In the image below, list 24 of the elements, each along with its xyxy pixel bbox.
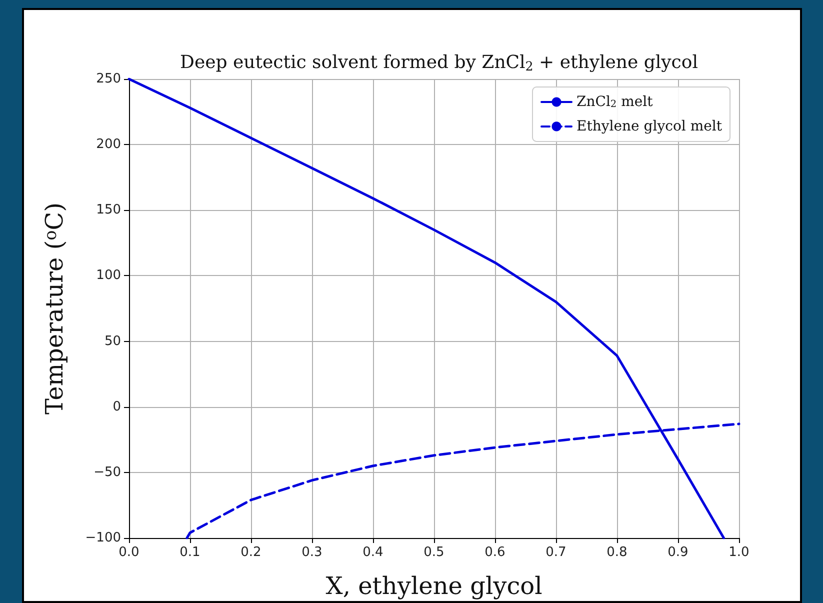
x-tick-label: 0.3 bbox=[302, 545, 322, 560]
y-tick-label: 200 bbox=[96, 137, 121, 152]
x-tick-label: 0.7 bbox=[546, 545, 566, 560]
x-tick-label: 0.2 bbox=[240, 545, 262, 560]
y-tick-label: −100 bbox=[85, 530, 121, 546]
y-tick-label: −50 bbox=[94, 464, 121, 480]
x-tick-label: 0.0 bbox=[118, 545, 140, 560]
y-tick-label: 250 bbox=[96, 72, 121, 86]
x-tick-label: 0.1 bbox=[180, 545, 200, 560]
legend-label: ZnCl2 melt bbox=[576, 94, 654, 110]
x-tick-label: 1.0 bbox=[728, 545, 750, 560]
x-tick-label: 0.6 bbox=[484, 545, 506, 560]
x-tick-label: 0.4 bbox=[362, 545, 384, 560]
x-axis-title: X, ethylene glycol bbox=[326, 572, 542, 600]
y-tick-label: 0 bbox=[112, 399, 121, 414]
chart-title: Deep eutectic solvent formed by ZnCl2 + ethylene glycol bbox=[180, 52, 698, 74]
legend-label: Ethylene glycol melt bbox=[576, 118, 722, 134]
x-tick-label: 0.5 bbox=[424, 545, 444, 560]
y-axis-title: Temperature (oC) bbox=[40, 202, 68, 415]
x-tick-label: 0.9 bbox=[668, 545, 688, 560]
x-tick-label: 0.8 bbox=[606, 545, 628, 560]
y-tick-label: 50 bbox=[104, 334, 121, 349]
y-tick-label: 100 bbox=[96, 268, 121, 284]
y-tick-label: 150 bbox=[96, 202, 121, 218]
